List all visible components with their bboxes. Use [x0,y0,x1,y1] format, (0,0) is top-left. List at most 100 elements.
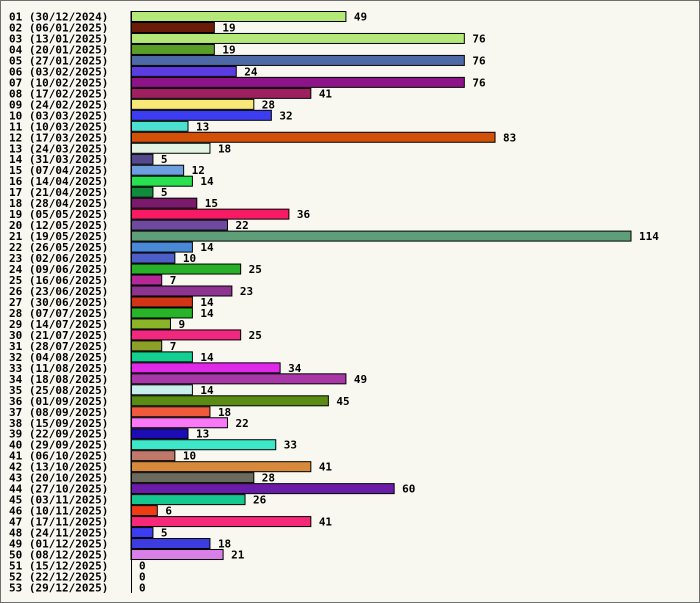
category-label: 30 (21/07/2025) [9,329,108,342]
category-label: 14 (31/03/2025) [9,153,108,166]
value-label: 5 [161,186,168,199]
category-label: 37 (08/09/2025) [9,406,108,419]
bar [130,417,228,429]
category-label: 29 (14/07/2025) [9,318,108,331]
bar [130,274,163,286]
bar [130,549,224,561]
category-label: 06 (03/02/2025) [9,65,108,78]
category-label: 04 (20/01/2025) [9,43,108,56]
value-label: 76 [472,76,486,89]
category-label: 49 (01/12/2025) [9,538,108,551]
category-label: 46 (10/11/2025) [9,505,108,518]
category-label: 10 (03/03/2025) [9,109,108,122]
category-label: 21 (19/05/2025) [9,230,108,243]
bar [130,175,193,187]
value-label: 5 [161,527,168,540]
bar [130,164,185,176]
value-label: 14 [200,296,214,309]
value-label: 0 [139,560,146,573]
category-label: 28 (07/07/2025) [9,307,108,320]
bar [130,307,193,319]
category-label: 09 (24/02/2025) [9,98,108,111]
category-label: 41 (06/10/2025) [9,450,108,463]
category-label: 38 (15/09/2025) [9,417,108,430]
value-label: 14 [200,175,214,188]
value-label: 36 [297,208,311,221]
category-label: 40 (29/09/2025) [9,439,108,452]
category-label: 52 (22/12/2025) [9,570,108,583]
value-label: 14 [200,351,214,364]
bar [130,219,228,231]
value-label: 76 [472,54,486,67]
category-label: 05 (27/01/2025) [9,54,108,67]
bar [130,538,211,550]
category-label: 07 (10/02/2025) [9,76,108,89]
bar [130,439,277,451]
category-label: 36 (01/09/2025) [9,395,108,408]
value-label: 22 [235,417,248,430]
bar [130,76,465,88]
value-label: 21 [231,549,245,562]
value-label: 60 [402,483,415,496]
value-label: 24 [244,65,258,78]
category-label: 20 (12/05/2025) [9,219,108,232]
category-label: 34 (18/08/2025) [9,373,108,386]
value-label: 0 [139,581,146,594]
bar [130,406,211,418]
bar [130,351,193,363]
value-label: 19 [222,21,235,34]
value-label: 32 [279,109,292,122]
category-label: 48 (24/11/2025) [9,527,108,540]
bar [130,120,189,132]
value-label: 19 [222,43,235,56]
value-label: 12 [192,164,205,177]
bar [130,98,255,110]
category-label: 17 (21/04/2025) [9,186,108,199]
category-label: 45 (03/11/2025) [9,494,108,507]
category-label: 01 (30/12/2024) [9,11,108,24]
bar [130,230,632,242]
value-label: 26 [253,494,267,507]
value-label: 18 [218,538,231,551]
bar [130,450,176,462]
value-label: 15 [205,197,218,210]
category-label: 51 (15/12/2025) [9,560,108,573]
category-label: 18 (28/04/2025) [9,197,108,210]
bar [130,362,281,374]
value-label: 18 [218,406,231,419]
category-label: 44 (27/10/2025) [9,483,108,496]
value-label: 10 [183,450,196,463]
bar [130,483,395,495]
value-label: 6 [165,505,172,518]
value-label: 14 [200,307,214,320]
value-label: 28 [262,98,275,111]
bar [130,186,154,198]
value-label: 83 [503,131,516,144]
category-label: 25 (16/06/2025) [9,274,108,287]
bar [130,329,242,341]
bar [130,197,198,209]
bar [130,131,496,143]
category-label: 31 (28/07/2025) [9,340,108,353]
category-label: 22 (26/05/2025) [9,241,108,254]
value-label: 28 [262,472,275,485]
bar [130,461,312,473]
category-label: 23 (02/06/2025) [9,252,108,265]
value-label: 9 [178,318,185,331]
category-label: 12 (17/03/2025) [9,131,108,144]
category-label: 32 (04/08/2025) [9,351,108,364]
category-label: 39 (22/09/2025) [9,428,108,441]
bar [130,527,154,539]
value-label: 34 [288,362,302,375]
value-label: 5 [161,153,168,166]
bar [130,65,237,77]
category-label: 42 (13/10/2025) [9,461,108,474]
value-label: 41 [319,87,333,100]
value-label: 45 [336,395,349,408]
bar [130,384,193,396]
category-label: 43 (20/10/2025) [9,472,108,485]
category-label: 53 (29/12/2025) [9,581,108,594]
value-label: 22 [235,219,248,232]
value-label: 25 [249,329,262,342]
